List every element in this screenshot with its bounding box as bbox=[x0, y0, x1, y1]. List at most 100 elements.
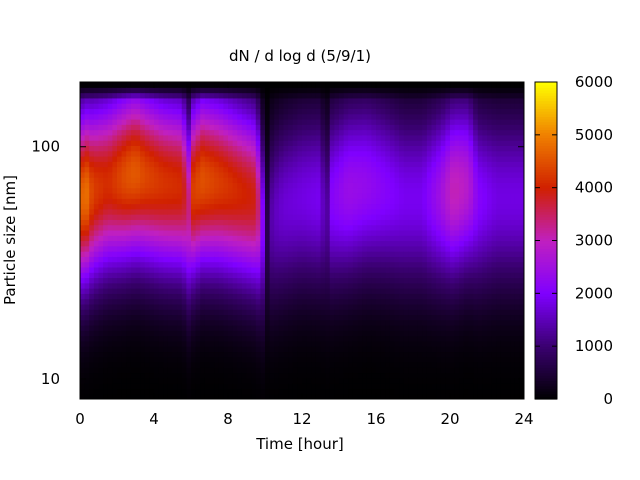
heatmap-cell bbox=[246, 303, 252, 310]
heatmap-cell bbox=[209, 277, 215, 284]
heatmap-cell bbox=[348, 319, 354, 326]
heatmap-cell bbox=[459, 150, 465, 157]
heatmap-cell bbox=[385, 208, 391, 215]
heatmap-cell bbox=[389, 309, 396, 316]
heatmap-cell bbox=[371, 235, 377, 242]
heatmap-cell bbox=[325, 362, 331, 368]
heatmap-cell bbox=[177, 351, 183, 358]
heatmap-cell bbox=[237, 293, 243, 300]
heatmap-cell bbox=[158, 372, 164, 379]
heatmap-cell bbox=[445, 319, 451, 326]
heatmap-cell bbox=[232, 124, 238, 131]
heatmap-cell bbox=[154, 330, 160, 337]
heatmap-cell bbox=[463, 319, 470, 326]
heatmap-cell bbox=[232, 261, 238, 268]
heatmap-cell bbox=[431, 351, 437, 358]
heatmap-cell bbox=[302, 208, 308, 215]
heatmap-cell bbox=[112, 155, 118, 162]
heatmap-cell bbox=[269, 367, 275, 374]
heatmap-cell bbox=[366, 229, 372, 236]
heatmap-cell bbox=[260, 192, 266, 199]
heatmap-cell bbox=[107, 351, 113, 358]
heatmap-cell bbox=[260, 377, 266, 384]
heatmap-cell bbox=[241, 288, 248, 294]
heatmap-cell bbox=[265, 261, 271, 268]
heatmap-cell bbox=[454, 97, 460, 104]
heatmap-cell bbox=[431, 124, 437, 131]
heatmap-cell bbox=[352, 177, 359, 183]
heatmap-cell bbox=[413, 383, 419, 390]
heatmap-cell bbox=[200, 171, 206, 178]
heatmap-cell bbox=[251, 393, 257, 399]
heatmap-cell bbox=[158, 219, 164, 226]
heatmap-cell bbox=[459, 177, 465, 183]
heatmap-cell bbox=[283, 150, 289, 157]
heatmap-cell bbox=[463, 362, 470, 368]
heatmap-cell bbox=[339, 351, 345, 358]
heatmap-cell bbox=[181, 155, 187, 162]
heatmap-cell bbox=[154, 314, 160, 321]
heatmap-cell bbox=[260, 256, 266, 263]
heatmap-cell bbox=[84, 251, 90, 257]
heatmap-cell bbox=[385, 261, 391, 268]
heatmap-cell bbox=[274, 113, 280, 120]
heatmap-cell bbox=[98, 256, 104, 263]
heatmap-cell bbox=[288, 383, 294, 390]
heatmap-cell bbox=[459, 314, 465, 321]
heatmap-cell bbox=[191, 92, 197, 99]
heatmap-cell bbox=[436, 124, 442, 131]
heatmap-cell bbox=[144, 108, 150, 115]
heatmap-cell bbox=[292, 203, 298, 210]
heatmap-cell bbox=[302, 272, 308, 279]
heatmap-cell bbox=[320, 229, 326, 236]
heatmap-cell bbox=[450, 245, 456, 252]
heatmap-cell bbox=[130, 303, 137, 310]
heatmap-cell bbox=[288, 288, 294, 294]
heatmap-cell bbox=[158, 298, 164, 305]
heatmap-cell bbox=[450, 319, 456, 326]
heatmap-cell bbox=[191, 251, 197, 257]
heatmap-cell bbox=[357, 372, 363, 379]
heatmap-cell bbox=[112, 393, 118, 399]
heatmap-cell bbox=[352, 224, 359, 231]
heatmap-cell bbox=[177, 240, 183, 247]
heatmap-cell bbox=[431, 118, 437, 125]
heatmap-cell bbox=[380, 293, 386, 300]
heatmap-cell bbox=[167, 282, 174, 289]
heatmap-cell bbox=[426, 214, 433, 220]
heatmap-cell bbox=[274, 92, 280, 99]
heatmap-cell bbox=[380, 103, 386, 110]
heatmap-cell bbox=[343, 282, 349, 289]
heatmap-cell bbox=[408, 309, 414, 316]
heatmap-cell bbox=[339, 145, 345, 152]
heatmap-cell bbox=[320, 161, 326, 168]
heatmap-cell bbox=[376, 240, 382, 247]
heatmap-cell bbox=[459, 124, 465, 131]
heatmap-cell bbox=[140, 219, 146, 226]
heatmap-cell bbox=[445, 272, 451, 279]
heatmap-cell bbox=[228, 124, 234, 131]
heatmap-cell bbox=[431, 266, 437, 273]
heatmap-cell bbox=[292, 134, 298, 141]
heatmap-cell bbox=[269, 219, 275, 226]
heatmap-cell bbox=[385, 330, 391, 337]
heatmap-cell bbox=[339, 266, 345, 273]
heatmap-cell bbox=[209, 245, 215, 252]
heatmap-cell bbox=[417, 288, 423, 294]
heatmap-cell bbox=[98, 346, 104, 353]
heatmap-cell bbox=[399, 340, 405, 347]
heatmap-cell bbox=[348, 303, 354, 310]
heatmap-cell bbox=[103, 161, 109, 168]
heatmap-cell bbox=[413, 113, 419, 120]
heatmap-cell bbox=[117, 346, 123, 353]
heatmap-cell bbox=[278, 319, 285, 326]
heatmap-cell bbox=[431, 325, 437, 331]
heatmap-cell bbox=[445, 129, 451, 136]
heatmap-cell bbox=[385, 325, 391, 331]
heatmap-cell bbox=[269, 192, 275, 199]
heatmap-cell bbox=[163, 118, 169, 125]
heatmap-cell bbox=[426, 140, 433, 146]
heatmap-cell bbox=[246, 103, 252, 110]
heatmap-cell bbox=[260, 346, 266, 353]
